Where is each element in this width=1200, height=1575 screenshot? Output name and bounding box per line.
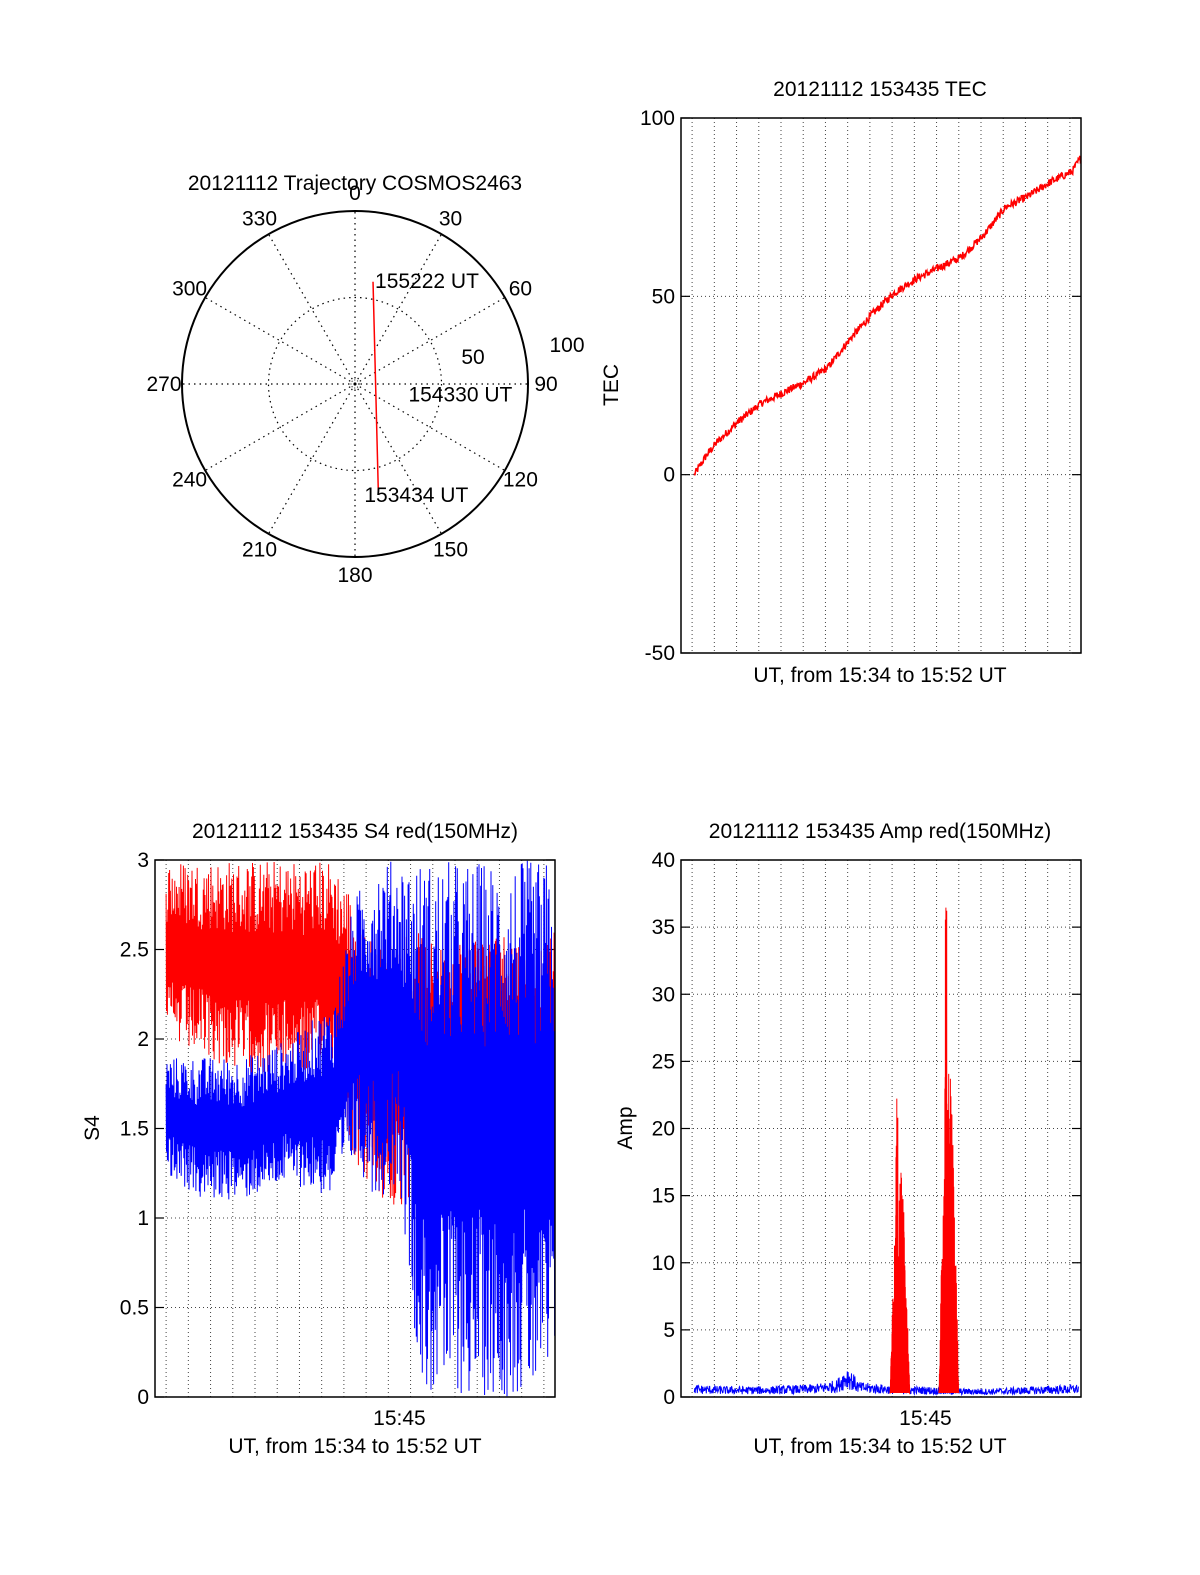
polar-angle-labels: 0 30 60 90 120 150 180 210 240 270 300 330: [146, 182, 557, 587]
polar-spoke-210: [267, 383, 356, 535]
s4-plot-frame: [154, 859, 556, 1398]
polar-angle-label-90: 90: [534, 373, 557, 396]
tec-series-line: [693, 155, 1082, 476]
amp-x-tick-labels: 15:45: [899, 1407, 952, 1430]
y-tick-label: 15: [652, 1185, 675, 1208]
y-tick-label: 2: [137, 1028, 149, 1051]
y-tick-label: 10: [652, 1252, 675, 1275]
polar-angle-label-120: 120: [503, 469, 538, 492]
tec-plot-frame: [680, 117, 1082, 654]
tec-y-tick-labels: -50 0 50 100: [640, 107, 675, 665]
amp-grid: [681, 859, 1081, 1398]
polar-spoke-30: [354, 233, 443, 385]
x-tick-label: 15:45: [899, 1407, 952, 1430]
polar-spoke-240: [204, 383, 356, 472]
trajectory-annotation-mid: 154330 UT: [408, 384, 512, 407]
amp-panel: 20121112 153435 Amp red(150MHz) 0 5 10 15 20…: [614, 820, 1082, 1458]
amp-y-tick-labels: 0 5 10 15 20 25 30 35 40: [652, 849, 675, 1409]
polar-angle-label-240: 240: [172, 469, 207, 492]
s4-y-label: S4: [81, 1115, 104, 1141]
y-tick-label: 1.5: [120, 1118, 149, 1141]
s4-x-tick-labels: 15:45: [373, 1407, 426, 1430]
y-tick-label: 1: [137, 1207, 149, 1230]
polar-spoke-150: [354, 383, 443, 535]
s4-series: [165, 860, 556, 1397]
polar-angle-label-300: 300: [172, 278, 207, 301]
s4-x-label: UT, from 15:34 to 15:52 UT: [228, 1435, 481, 1458]
s4-title: 20121112 153435 S4 red(150MHz): [192, 820, 518, 843]
amp-title: 20121112 153435 Amp red(150MHz): [709, 820, 1051, 843]
tec-title: 20121112 153435 TEC: [773, 78, 987, 101]
amp-x-label: UT, from 15:34 to 15:52 UT: [753, 1435, 1006, 1458]
amp-red-burst-2: [938, 907, 960, 1394]
polar-angle-label-30: 30: [439, 208, 462, 231]
y-tick-label: 5: [663, 1319, 675, 1342]
polar-spoke-300: [204, 296, 356, 385]
polar-spoke-120: [354, 383, 506, 472]
y-tick-label: 2.5: [120, 939, 149, 962]
trajectory-title: 20121112 Trajectory COSMOS2463: [188, 172, 522, 195]
y-tick-label: 30: [652, 983, 675, 1006]
y-tick-label: 0: [137, 1386, 149, 1409]
y-tick-label: 50: [652, 285, 675, 308]
polar-spoke-330: [267, 233, 356, 385]
trajectory-annotation-end: 155222 UT: [375, 270, 479, 293]
tec-y-label: TEC: [600, 364, 623, 406]
polar-angle-label-330: 330: [242, 208, 277, 231]
polar-angle-label-150: 150: [433, 538, 468, 561]
polar-grid: [182, 211, 528, 557]
polar-angle-label-270: 270: [146, 373, 181, 396]
polar-outer-circle: [181, 210, 529, 558]
polar-ring-50: [267, 296, 443, 472]
polar-angle-label-210: 210: [242, 538, 277, 561]
y-tick-label: 35: [652, 916, 675, 939]
y-tick-label: 0: [663, 1386, 675, 1409]
x-tick-label: 15:45: [373, 1407, 426, 1430]
trajectory-panel: 20121112 Trajectory COSMOS2463 0 30 60 90 12…: [146, 172, 584, 587]
s4-blue-series: [165, 860, 556, 1397]
y-tick-label: 25: [652, 1050, 675, 1073]
s4-y-tick-labels: 0 0.5 1 1.5 2 2.5 3: [120, 849, 149, 1409]
tec-x-label: UT, from 15:34 to 15:52 UT: [753, 664, 1006, 687]
amp-red-burst-1: [889, 1098, 911, 1395]
y-tick-label: -50: [645, 642, 675, 665]
amp-blue-series: [693, 1371, 1079, 1397]
trajectory-line: [372, 281, 380, 495]
amp-series: [693, 907, 1079, 1397]
y-tick-label: 40: [652, 849, 675, 872]
polar-center: [350, 379, 360, 389]
y-tick-label: 0: [663, 464, 675, 487]
y-tick-label: 3: [137, 849, 149, 872]
polar-angle-label-0: 0: [349, 182, 361, 205]
amp-plot-frame: [680, 859, 1082, 1398]
y-tick-label: 20: [652, 1118, 675, 1141]
amp-y-label: Amp: [614, 1106, 637, 1149]
tec-panel: 20121112 153435 TEC -50 0 50 100 TEC UT, fr…: [600, 78, 1082, 687]
trajectory-annotation-start: 153434 UT: [364, 484, 468, 507]
polar-radial-label-50: 50: [461, 346, 484, 369]
polar-radial-label-100: 100: [549, 334, 584, 357]
polar-spoke-60: [354, 296, 506, 385]
y-tick-label: 0.5: [120, 1297, 149, 1320]
polar-angle-label-180: 180: [337, 564, 372, 587]
y-tick-label: 100: [640, 107, 675, 130]
polar-angle-label-60: 60: [509, 278, 532, 301]
s4-panel: 20121112 153435 S4 red(150MHz) 0 0.5 1 1.5 2…: [81, 820, 556, 1458]
